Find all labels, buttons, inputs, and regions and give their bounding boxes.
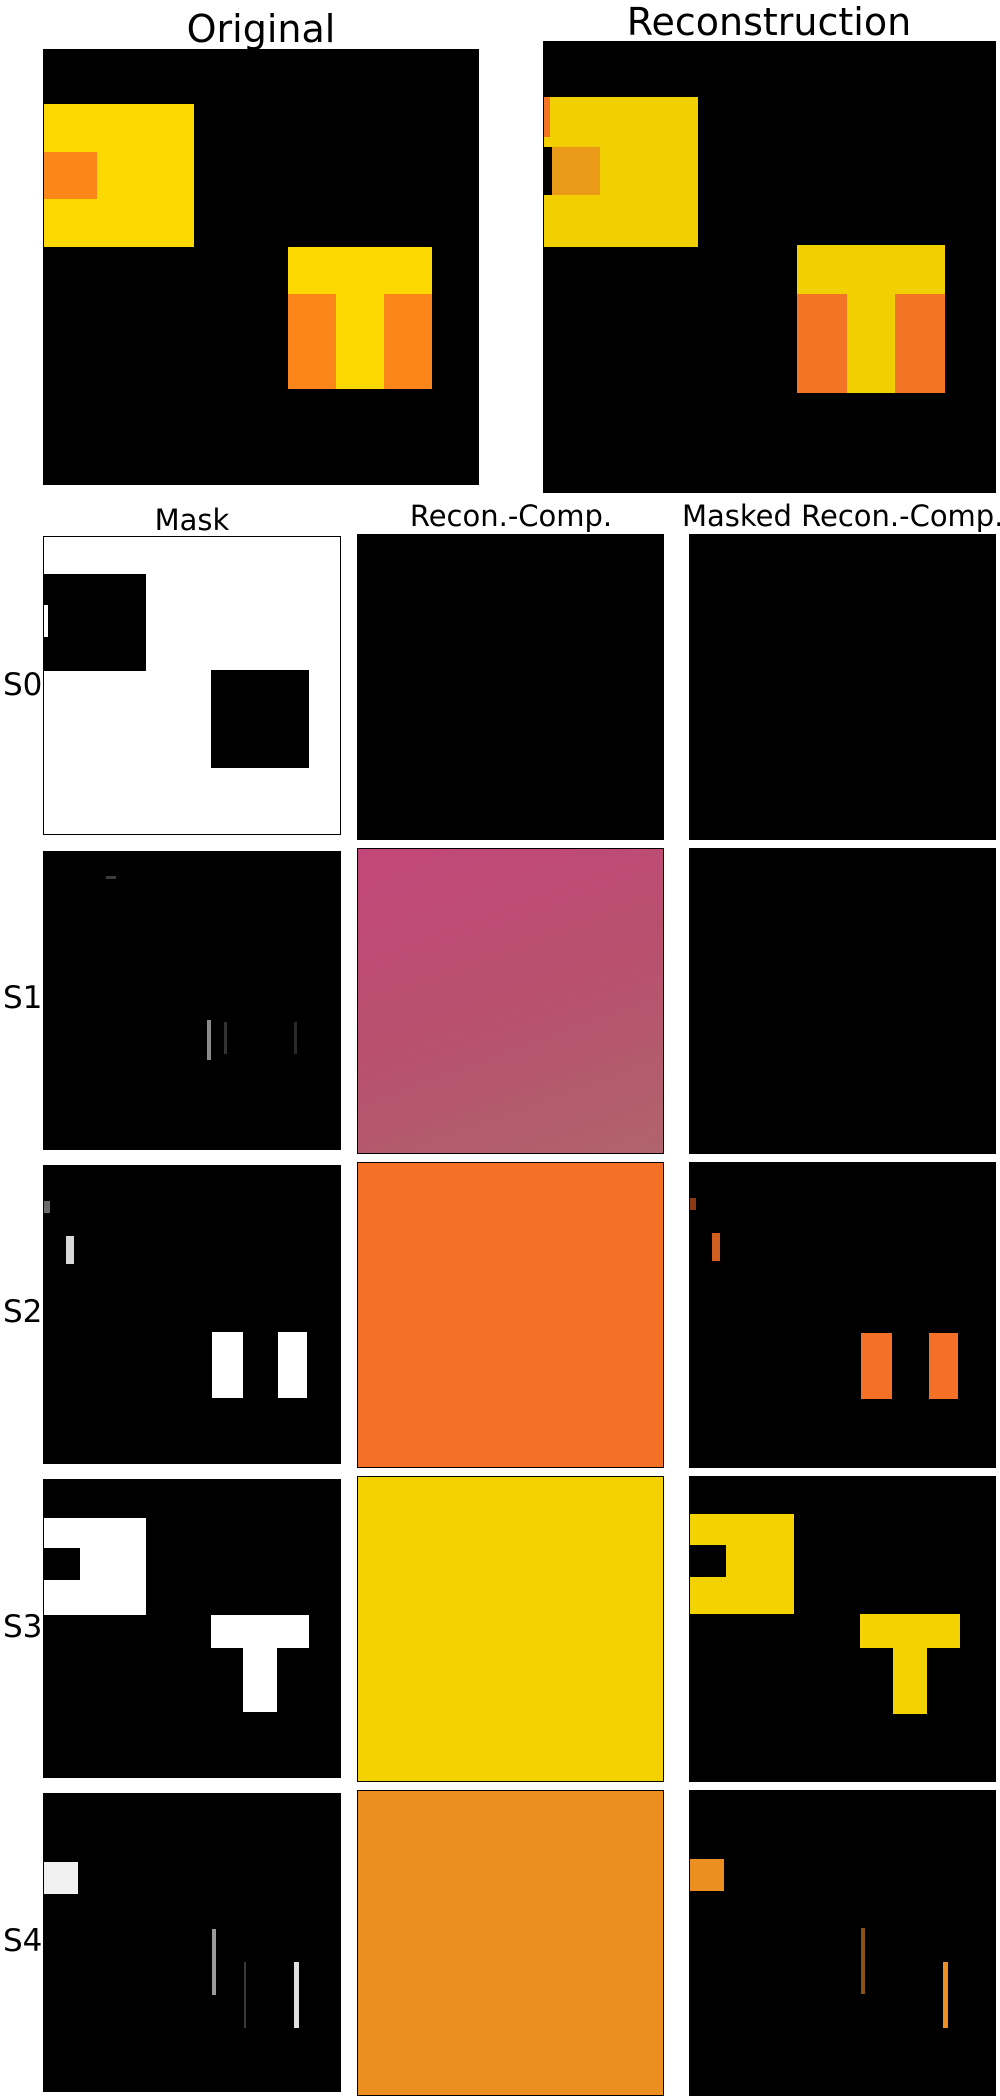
- masked-component-panel: [689, 1476, 996, 1782]
- component-panel: [357, 534, 664, 840]
- mask-blob: [66, 1236, 74, 1264]
- mask-blob: [44, 1201, 50, 1213]
- masked-bar-left: [861, 1333, 892, 1399]
- masked-blob: [712, 1233, 720, 1261]
- recon-square-dark-edge: [544, 147, 552, 195]
- mask-speck: [294, 1022, 297, 1054]
- masked-component-panel: [689, 1162, 996, 1468]
- masked-t-stem: [893, 1648, 927, 1714]
- masked-bar-right: [929, 1333, 958, 1399]
- slot-label: S1: [3, 980, 43, 1016]
- mask-t-bar: [211, 1615, 309, 1648]
- mask-speck: [224, 1022, 227, 1054]
- masked-component-panel: [689, 1790, 996, 2096]
- masked-edge: [943, 1962, 948, 2028]
- mask-blob: [44, 1862, 78, 1894]
- masked-blob: [690, 1198, 696, 1210]
- recon-t-orange-left: [797, 294, 847, 393]
- mask-speck: [207, 1020, 211, 1060]
- masked-blob: [690, 1859, 724, 1891]
- component-panel: [357, 1162, 664, 1468]
- slot-label: S0: [3, 667, 43, 703]
- mask-bar-right: [278, 1332, 307, 1398]
- original-t-orange-left: [288, 294, 336, 389]
- masked-edge: [861, 1928, 865, 1994]
- mask-edge: [212, 1929, 216, 1995]
- recon-square-edge-orange: [544, 97, 550, 137]
- mask-panel: [43, 536, 341, 835]
- mask-speck: [106, 876, 116, 879]
- masked-t-bar: [860, 1614, 960, 1648]
- mask-hole-edge: [44, 605, 48, 637]
- mask-t-stem: [243, 1648, 277, 1712]
- mask-column-title: Mask: [154, 503, 230, 537]
- masked-component-panel: [689, 534, 996, 840]
- mask-edge: [294, 1962, 299, 2028]
- mask-panel: [43, 851, 341, 1150]
- mask-panel: [43, 1793, 341, 2092]
- mask-panel: [43, 1165, 341, 1464]
- component-panel: [357, 1790, 664, 2096]
- mask-bar-left: [212, 1332, 243, 1398]
- recon-comp-column-title: Recon.-Comp.: [409, 499, 613, 533]
- masked-component-panel: [689, 848, 996, 1154]
- mask-hole-t: [211, 670, 309, 768]
- slot-label: S3: [3, 1609, 43, 1645]
- masked-square-hole: [690, 1545, 726, 1577]
- original-title: Original: [186, 7, 336, 51]
- reconstruction-image: [543, 41, 996, 493]
- original-image: [43, 49, 479, 485]
- mask-edge: [244, 1962, 246, 2028]
- mask-square-hole: [44, 1548, 80, 1580]
- original-square-orange: [44, 152, 97, 199]
- component-panel: [357, 1476, 664, 1782]
- recon-square-orange: [552, 147, 600, 195]
- mask-hole-square: [44, 574, 146, 671]
- masked-recon-comp-column-title: Masked Recon.-Comp.: [682, 499, 1000, 533]
- original-t-orange-right: [384, 294, 432, 389]
- mask-panel: [43, 1479, 341, 1778]
- reconstruction-title: Reconstruction: [626, 0, 912, 44]
- recon-t-orange-right: [895, 294, 945, 393]
- slot-label: S4: [3, 1923, 43, 1959]
- component-panel: [357, 848, 664, 1154]
- slot-label: S2: [3, 1294, 43, 1330]
